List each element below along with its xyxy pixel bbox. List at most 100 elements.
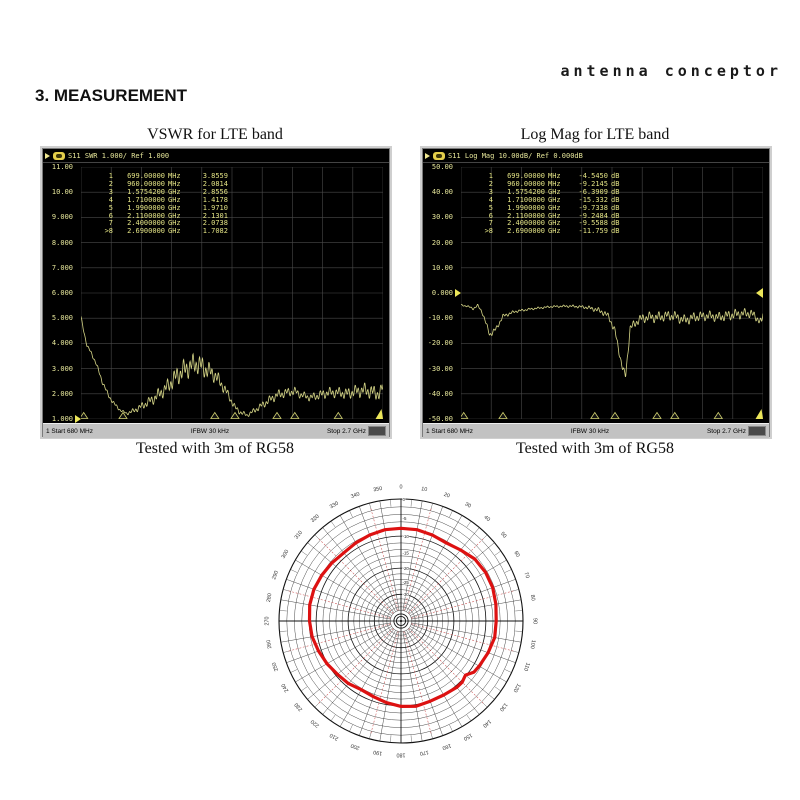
- polar-angle-label: 240: [281, 682, 291, 693]
- marker-triangle-icon: [333, 411, 344, 419]
- polar-red-dashed-spoke: [318, 628, 394, 704]
- polar-minor-tick: [390, 735, 392, 743]
- polar-minor-tick: [466, 714, 472, 722]
- marker-row: 2 960.00000 MHz -9.2145 dB: [481, 179, 627, 189]
- trace-badge-icon: [53, 151, 65, 160]
- marker-cell: 2.8556: [202, 187, 228, 196]
- polar-angle-label: 90: [531, 618, 537, 624]
- marker-cell: 1: [108, 172, 113, 180]
- polar-angle-label: 50: [499, 531, 507, 539]
- chart-caption: Tested with 3m of RG58: [136, 440, 294, 457]
- marker-row: 2 960.00000 MHz 2.0814: [101, 179, 228, 189]
- marker-cell: 2.4000000: [507, 219, 545, 228]
- polar-radial-label: 0: [403, 497, 406, 502]
- chart-caption: Tested with 3m of RG58: [516, 440, 674, 457]
- polar-minor-tick: [349, 724, 353, 732]
- polar-red-dashed-spoke: [370, 631, 399, 735]
- polar-spoke: [410, 626, 507, 683]
- polar-minor-tick: [279, 630, 287, 632]
- polar-red-dashed-spoke: [408, 538, 484, 614]
- polar-angle-label: 310: [294, 530, 304, 541]
- radiation-pattern-trace: [307, 526, 498, 708]
- polar-angle-label: 230: [294, 701, 304, 712]
- marker-cell: 1.4178: [202, 195, 228, 204]
- polar-red-dashed-spoke: [411, 590, 515, 619]
- polar-angle-label: 180: [397, 751, 406, 757]
- y-tick-label: 10.00: [431, 263, 453, 272]
- polar-minor-tick: [330, 520, 336, 528]
- polar-spoke: [410, 559, 507, 616]
- polar-radial-label: -20: [403, 566, 410, 571]
- logmag-analyzer-screenshot: S11 Log Mag 10.00dB/ Ref 0.000dB 50.00 40…: [422, 148, 770, 438]
- y-tick-label: 3.000: [51, 364, 73, 373]
- polar-spoke: [307, 627, 393, 700]
- y-tick-label: 9.000: [51, 213, 73, 222]
- polar-spoke: [411, 599, 522, 620]
- marker-cell: 6: [108, 211, 113, 220]
- marker-row: 4 1.7100000 GHz -15.332 dB: [481, 195, 627, 205]
- polar-red-dashed-spoke: [403, 507, 432, 611]
- polar-minor-tick: [410, 499, 412, 507]
- marker-row: 3 1.5754200 GHz 2.8556: [101, 187, 228, 197]
- polar-red-dashed-spoke: [403, 631, 432, 735]
- polar-minor-tick: [494, 686, 502, 692]
- polar-spoke: [359, 631, 398, 736]
- active-marker-triangle-icon: [375, 409, 383, 419]
- y-tick-label: 11.00: [51, 163, 73, 171]
- polar-radial-label: -30: [403, 592, 410, 597]
- marker-cell: 2.0738: [202, 219, 228, 228]
- marker-triangle-icon: [498, 411, 508, 419]
- y-tick-label: 1.000: [51, 415, 73, 423]
- marker-cell: 1.9710: [202, 203, 228, 212]
- y-tick-label: 20.00: [431, 238, 453, 247]
- y-tick-label: 30.00: [431, 213, 453, 222]
- marker-cell: MHz: [168, 179, 181, 188]
- marker-row: 1 699.00000 MHz 3.8559: [101, 172, 228, 181]
- trace-settings-text: S11 SWR 1.000/ Ref 1.000: [68, 151, 170, 160]
- marker-cell: GHz: [168, 211, 181, 220]
- marker-cell: dB: [611, 187, 620, 196]
- radiation-pattern-polar-chart: 0 10 20 30 40 50 60 70 80 90 100 110 120 130 140 150 160…: [254, 474, 548, 768]
- y-tick-label: -40.00: [427, 389, 453, 398]
- polar-red-dashed-spoke: [408, 628, 484, 704]
- marker-cell: 2.1100000: [127, 211, 165, 220]
- marker-cell: GHz: [168, 195, 181, 204]
- ref-level-arrow-right-icon: [756, 288, 763, 298]
- polar-minor-tick: [390, 499, 392, 507]
- marker-cell: dB: [611, 227, 620, 236]
- y-tick-label: 4.000: [51, 339, 73, 348]
- section-heading: 3. MEASUREMENT: [35, 86, 188, 105]
- marker-cell: GHz: [548, 219, 561, 228]
- polar-spoke: [402, 631, 423, 742]
- logmag-chart-block: Log Mag for LTE band S11 Log Mag 10.00dB…: [422, 126, 770, 458]
- y-tick-label: 10.00: [51, 188, 73, 197]
- marker-cell: dB: [611, 179, 620, 188]
- polar-red-dashed-spoke: [318, 538, 394, 614]
- trace-line: [461, 304, 763, 378]
- marker-cell: 1.9900000: [127, 203, 165, 212]
- marker-row: 3 1.5754200 GHz -6.3909 dB: [481, 187, 627, 197]
- marker-triangle-icon: [290, 411, 300, 419]
- polar-angle-label: 130: [498, 701, 508, 712]
- marker-row: 7 2.4000000 GHz -9.5588 dB: [481, 220, 627, 228]
- polar-minor-tick: [466, 520, 472, 528]
- polar-spoke: [407, 527, 480, 613]
- polar-angle-label: 10: [421, 486, 428, 493]
- marker-table: 1 699.00000 MHz -4.5450 dB 2 960.00000 MHz -9.21…: [481, 172, 627, 236]
- marker-row: 5 1.9900000 GHz -9.7338 dB: [481, 204, 627, 213]
- polar-angle-label: 110: [522, 662, 531, 672]
- marker-cell: 2: [488, 179, 493, 188]
- polar-angle-label: 190: [373, 749, 383, 756]
- marker-cell: 3: [488, 187, 493, 196]
- marker-cell: dB: [611, 195, 620, 204]
- marker-row: 1 699.00000 MHz -4.5450 dB: [481, 172, 627, 181]
- polar-spoke: [406, 630, 463, 727]
- polar-angle-label: 290: [271, 570, 280, 581]
- marker-cell: 960.00000: [507, 179, 545, 188]
- polar-angle-label: 330: [329, 501, 340, 511]
- polar-spoke: [295, 626, 392, 683]
- vswr-chart-block: VSWR for LTE band S11 SWR 1.000/ Ref 1.0…: [42, 126, 390, 458]
- marker-cell: dB: [611, 172, 620, 180]
- y-tick-label: 6.000: [51, 289, 73, 297]
